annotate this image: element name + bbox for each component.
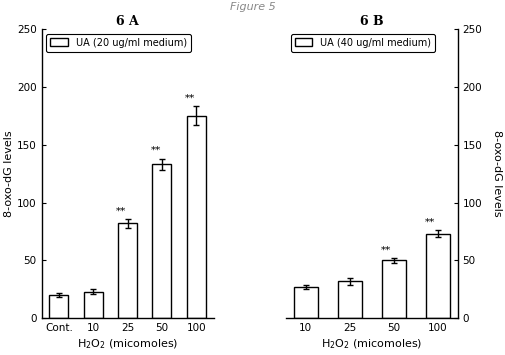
Title: 6 B: 6 B bbox=[359, 15, 383, 28]
Bar bbox=[425, 234, 449, 318]
Title: 6 A: 6 A bbox=[116, 15, 139, 28]
Text: **: ** bbox=[150, 146, 161, 155]
Bar bbox=[186, 116, 206, 318]
Bar bbox=[293, 287, 317, 318]
Bar bbox=[381, 260, 405, 318]
Bar bbox=[118, 223, 137, 318]
X-axis label: H$_2$O$_2$ (micomoles): H$_2$O$_2$ (micomoles) bbox=[77, 337, 178, 351]
Text: **: ** bbox=[424, 218, 434, 227]
Bar bbox=[152, 164, 171, 318]
Text: **: ** bbox=[116, 206, 126, 215]
Text: **: ** bbox=[185, 94, 195, 103]
Legend: UA (40 ug/ml medium): UA (40 ug/ml medium) bbox=[290, 34, 434, 51]
Text: **: ** bbox=[380, 246, 390, 255]
Bar bbox=[49, 295, 68, 318]
Y-axis label: 8-oxo-dG levels: 8-oxo-dG levels bbox=[491, 130, 501, 217]
Text: Figure 5: Figure 5 bbox=[230, 2, 275, 12]
Bar bbox=[337, 281, 361, 318]
Y-axis label: 8-oxo-dG levels: 8-oxo-dG levels bbox=[4, 130, 14, 217]
Legend: UA (20 ug/ml medium): UA (20 ug/ml medium) bbox=[46, 34, 190, 51]
Bar bbox=[83, 291, 103, 318]
X-axis label: H$_2$O$_2$ (micomoles): H$_2$O$_2$ (micomoles) bbox=[321, 337, 422, 351]
